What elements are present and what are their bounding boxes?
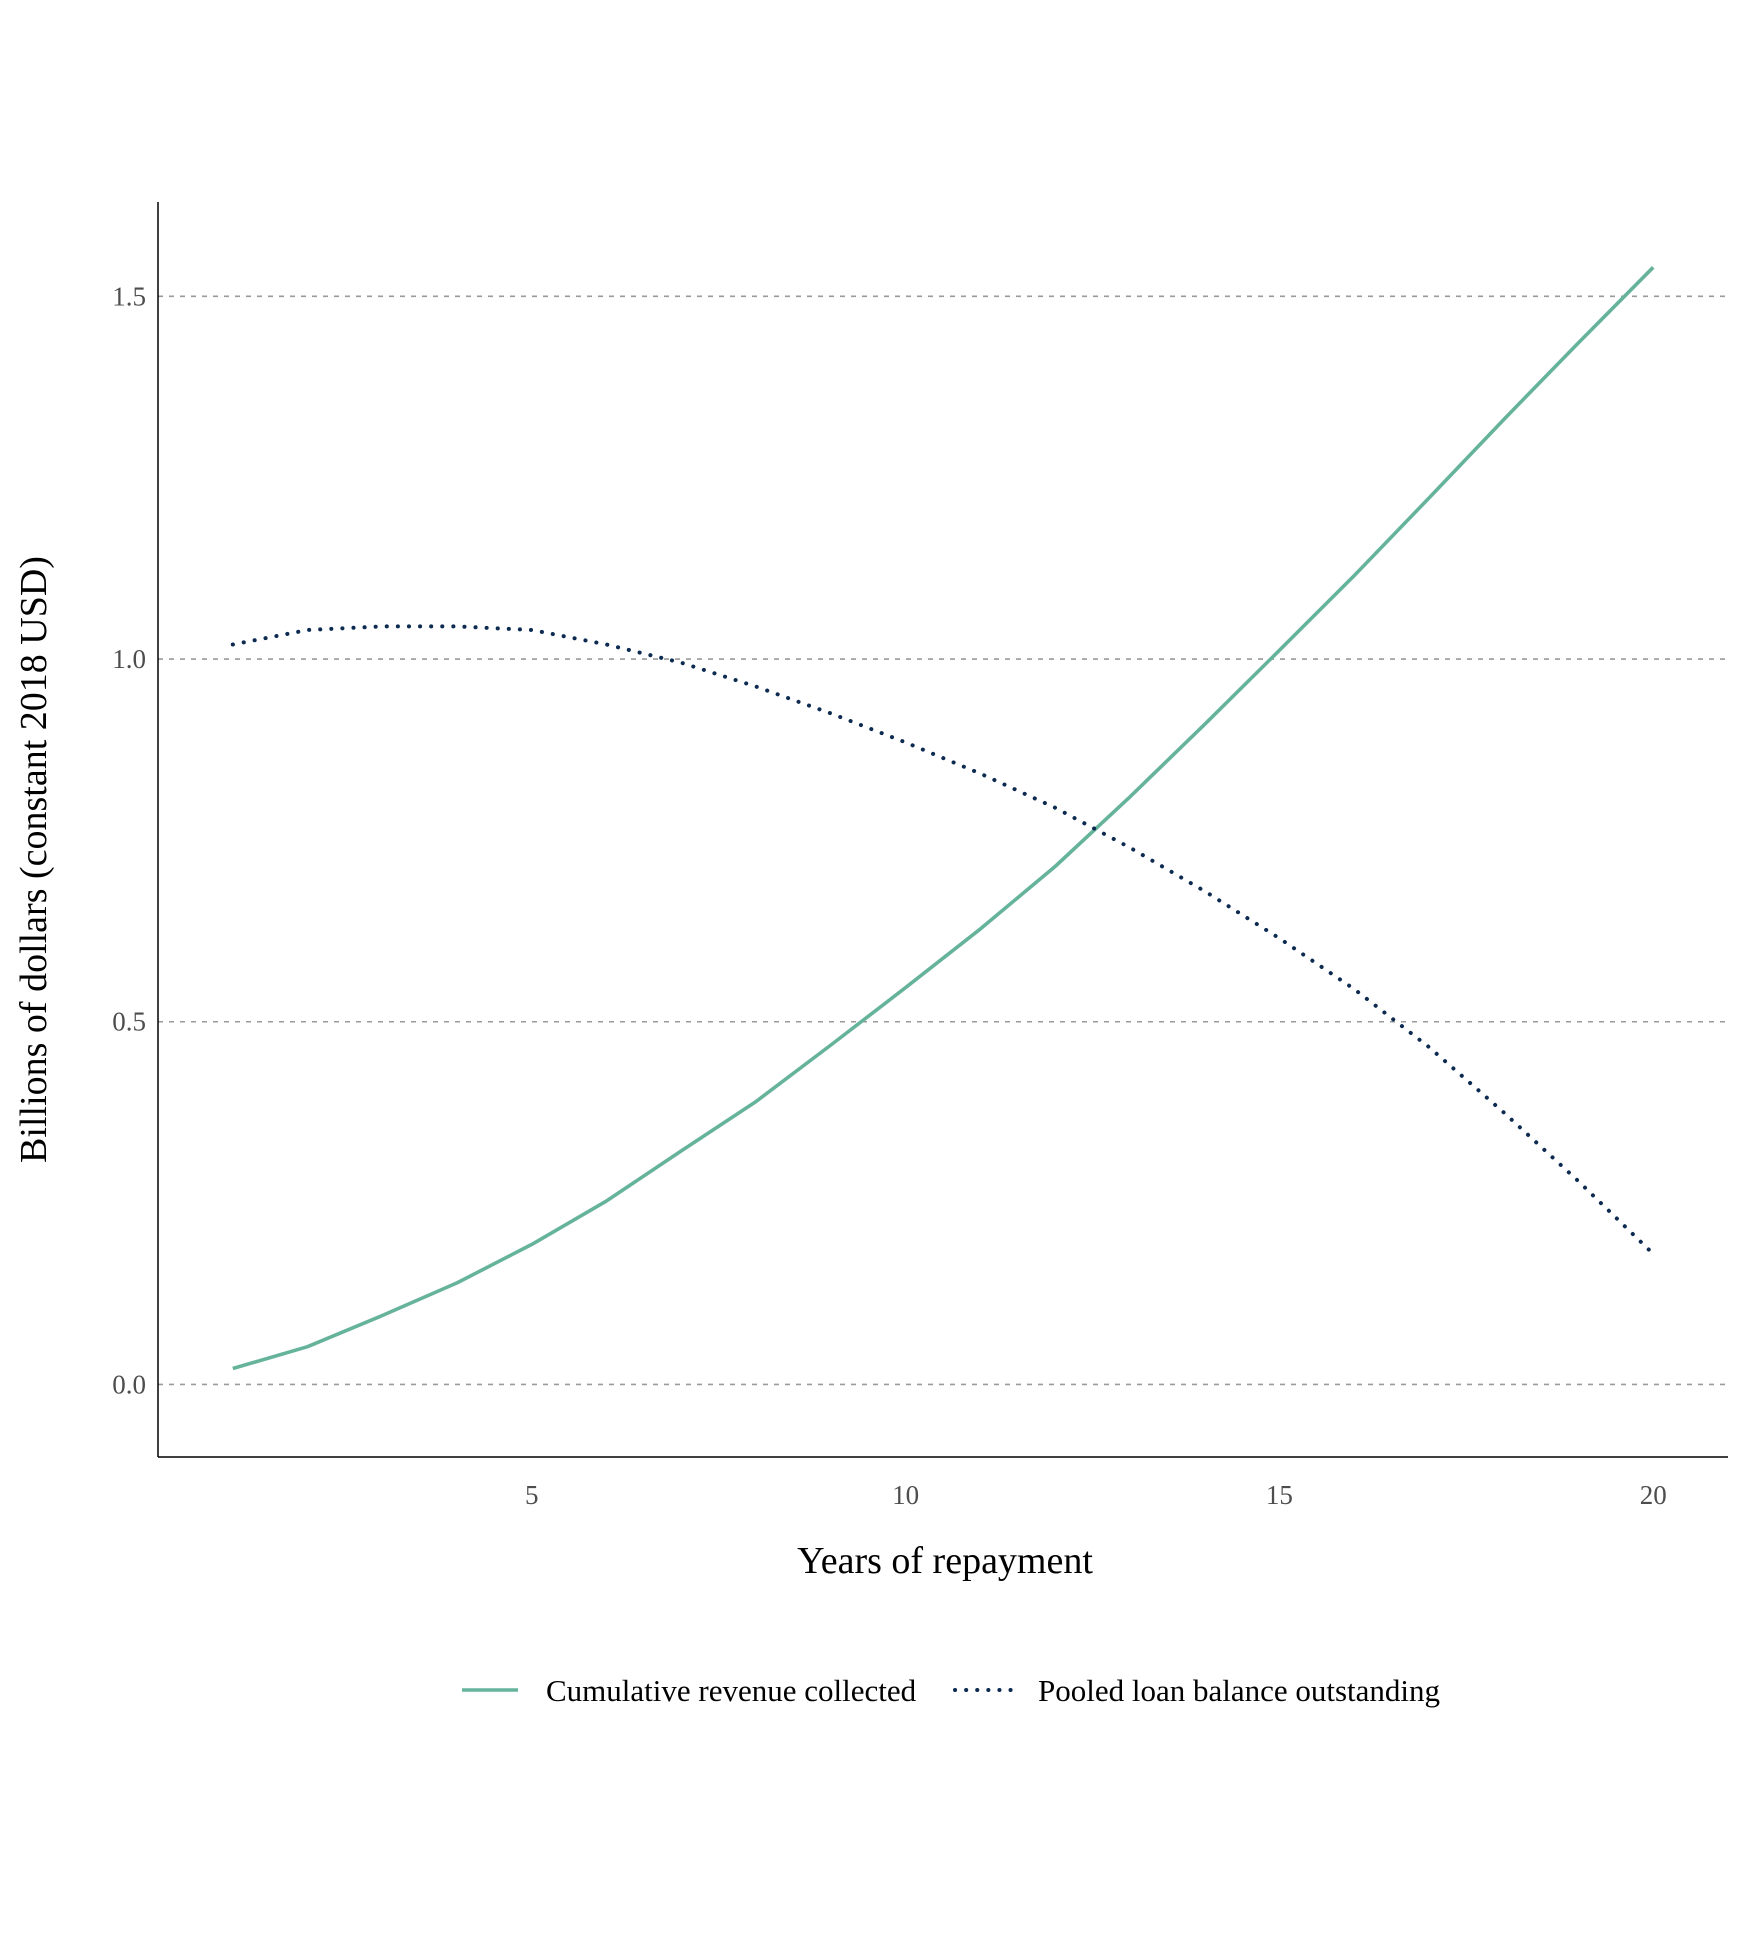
y-tick-label: 1.0	[112, 644, 146, 674]
y-axis-title: Billions of dollars (constant 2018 USD)	[13, 556, 55, 1163]
legend-label-pooled-loan-balance: Pooled loan balance outstanding	[1038, 1673, 1440, 1708]
series-line-pooled-loan-balance	[230, 624, 1656, 1256]
y-tick-label: 1.5	[112, 281, 146, 311]
x-tick-label: 15	[1266, 1480, 1293, 1510]
y-tick-label: 0.0	[112, 1369, 146, 1399]
x-tick-label: 5	[525, 1480, 539, 1510]
series-line-cumulative-revenue	[232, 266, 1655, 1371]
series-lines	[230, 266, 1656, 1371]
y-tick-labels: 0.0 0.5 1.0 1.5	[112, 281, 146, 1399]
x-axis-title: Years of repayment	[797, 1540, 1093, 1582]
y-tick-label: 0.5	[112, 1007, 146, 1037]
x-tick-label: 10	[892, 1480, 919, 1510]
legend: Cumulative revenue collected Pooled loan…	[462, 1673, 1440, 1708]
gridlines	[158, 295, 1728, 1386]
legend-label-cumulative-revenue: Cumulative revenue collected	[546, 1673, 917, 1708]
x-tick-labels: 5 10 15 20	[525, 1480, 1667, 1510]
x-tick-label: 20	[1640, 1480, 1667, 1510]
axes	[157, 202, 1728, 1458]
